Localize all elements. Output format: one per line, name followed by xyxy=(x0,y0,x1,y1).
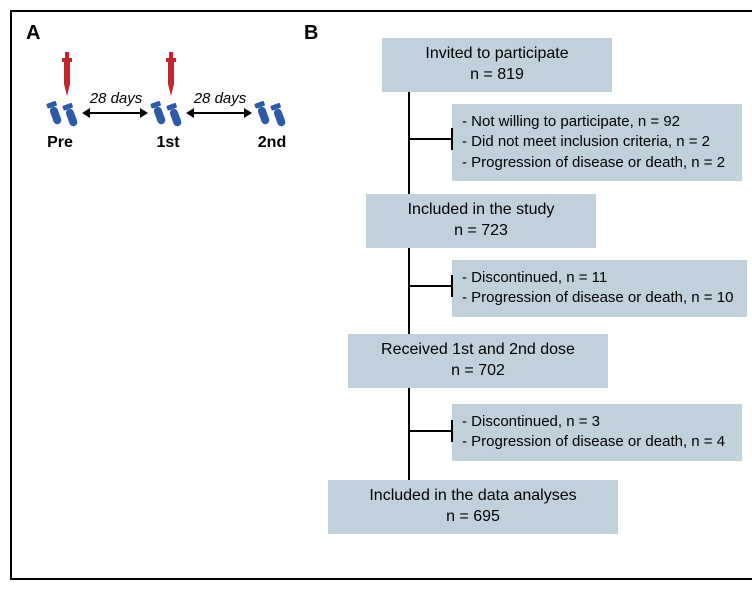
flow-exclusion-box: - Discontinued, n = 11 - Progression of … xyxy=(452,260,747,317)
excl-line: - Progression of disease or death, n = 4 xyxy=(462,432,732,452)
flow-box-line2: n = 723 xyxy=(376,221,586,242)
excl-line: - Did not meet inclusion criteria, n = 2 xyxy=(462,132,732,152)
excl-line: - Discontinued, n = 3 xyxy=(462,412,732,432)
flow-vertical-line xyxy=(408,84,410,528)
excl-line: - Not willing to participate, n = 92 xyxy=(462,112,732,132)
double-arrow-icon xyxy=(90,112,140,114)
tubes-icon xyxy=(246,100,294,130)
flow-hconnector xyxy=(409,138,453,140)
syringe-icon xyxy=(164,52,178,96)
flow-box-included: Included in the study n = 723 xyxy=(366,194,596,248)
flow-box-line2: n = 695 xyxy=(338,507,608,528)
flow-box-line1: Included in the study xyxy=(376,200,586,221)
stage-label-1st: 1st xyxy=(148,134,188,152)
flow-exclusion-box: - Discontinued, n = 3 - Progression of d… xyxy=(452,404,742,461)
stage-label-2nd: 2nd xyxy=(252,134,292,152)
flow-exclusion-box: - Not willing to participate, n = 92 - D… xyxy=(452,104,742,181)
flow-box-line2: n = 819 xyxy=(392,65,602,86)
excl-line: - Progression of disease or death, n = 1… xyxy=(462,288,737,308)
flow-box-line2: n = 702 xyxy=(358,361,598,382)
interval-label: 28 days xyxy=(86,90,146,107)
figure-container: A xyxy=(10,10,752,580)
flow-box-line1: Included in the data analyses xyxy=(338,486,608,507)
excl-line: - Discontinued, n = 11 xyxy=(462,268,737,288)
flow-tick xyxy=(451,275,453,297)
tubes-icon xyxy=(38,100,86,130)
syringe-icon xyxy=(60,52,74,96)
tubes-icon xyxy=(142,100,190,130)
panel-b-flowchart: Invited to participate n = 819 - Not wil… xyxy=(312,32,742,562)
flow-box-line1: Invited to participate xyxy=(392,44,602,65)
flow-box-final: Included in the data analyses n = 695 xyxy=(328,480,618,534)
flow-box-doses: Received 1st and 2nd dose n = 702 xyxy=(348,334,608,388)
interval-label: 28 days xyxy=(190,90,250,107)
double-arrow-icon xyxy=(194,112,244,114)
flow-box-invited: Invited to participate n = 819 xyxy=(382,38,612,92)
flow-hconnector xyxy=(409,285,453,287)
flow-tick xyxy=(451,128,453,150)
excl-line: - Progression of disease or death, n = 2 xyxy=(462,153,732,173)
flow-box-line1: Received 1st and 2nd dose xyxy=(358,340,598,361)
panel-a-label: A xyxy=(26,22,40,45)
flow-hconnector xyxy=(409,430,453,432)
flow-tick xyxy=(451,420,453,442)
stage-label-pre: Pre xyxy=(40,134,80,152)
